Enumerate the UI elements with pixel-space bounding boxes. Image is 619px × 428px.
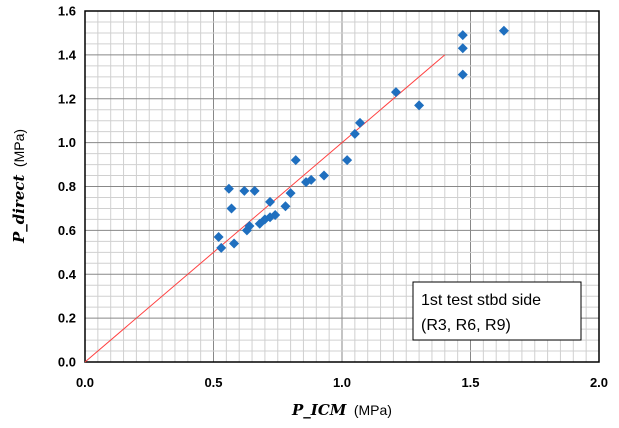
y-axis-title-name: P_direct [10, 174, 28, 244]
annotation-line-1: 1st test stbd side [421, 292, 541, 309]
plot-area-border [84, 10, 600, 363]
data-point [265, 196, 276, 207]
data-point [285, 188, 296, 199]
data-point [498, 25, 509, 36]
y-axis-title-unit: (MPa) [11, 129, 27, 167]
data-point [239, 185, 250, 196]
y-tick-label: 0.2 [58, 311, 76, 326]
y-tick-label: 0.4 [58, 267, 77, 282]
data-point [213, 231, 224, 242]
x-tick-label: 0.0 [76, 375, 94, 390]
data-point [354, 117, 365, 128]
y-axis-title: P_direct (MPa) [10, 129, 28, 244]
y-tick-label: 1.0 [58, 135, 76, 150]
data-point [223, 183, 234, 194]
data-point [229, 238, 240, 249]
data-point [290, 155, 301, 166]
x-tick-label: 1.0 [333, 375, 351, 390]
x-tick-label: 1.5 [461, 375, 479, 390]
reference-line [84, 54, 446, 363]
data-point [306, 174, 317, 185]
x-axis-title-name: P_ICM [291, 401, 347, 419]
y-tick-label: 1.4 [58, 47, 77, 62]
data-points [213, 25, 509, 253]
data-point [342, 155, 353, 166]
y-tick-label: 0.8 [58, 179, 76, 194]
data-point [414, 100, 425, 111]
data-point [280, 201, 291, 212]
x-tick-label: 0.5 [204, 375, 222, 390]
x-tick-label: 2.0 [590, 375, 608, 390]
annotation-box: 1st test stbd side (R3, R6, R9) [412, 281, 582, 341]
y-tick-label: 1.6 [58, 4, 76, 19]
data-point [390, 87, 401, 98]
data-point [457, 69, 468, 80]
data-point [349, 128, 360, 139]
x-tick-labels: 0.0 0.5 1.0 1.5 2.0 [76, 375, 608, 390]
data-point [270, 210, 281, 221]
data-point [457, 30, 468, 41]
annotation-line-2: (R3, R6, R9) [421, 317, 511, 334]
x-axis-title: P_ICM (MPa) [291, 401, 392, 419]
data-point [457, 43, 468, 54]
y-tick-label: 0.6 [58, 223, 76, 238]
y-tick-label: 1.2 [58, 91, 76, 106]
data-point [216, 242, 227, 253]
y-tick-label: 0.0 [58, 355, 76, 370]
data-point [244, 220, 255, 231]
x-axis-title-unit: (MPa) [354, 402, 392, 418]
y-tick-labels: 0.0 0.2 0.4 0.6 0.8 1.0 1.2 1.4 1.6 [58, 4, 77, 370]
data-point [319, 170, 330, 181]
data-point [249, 185, 260, 196]
data-point [226, 203, 237, 214]
